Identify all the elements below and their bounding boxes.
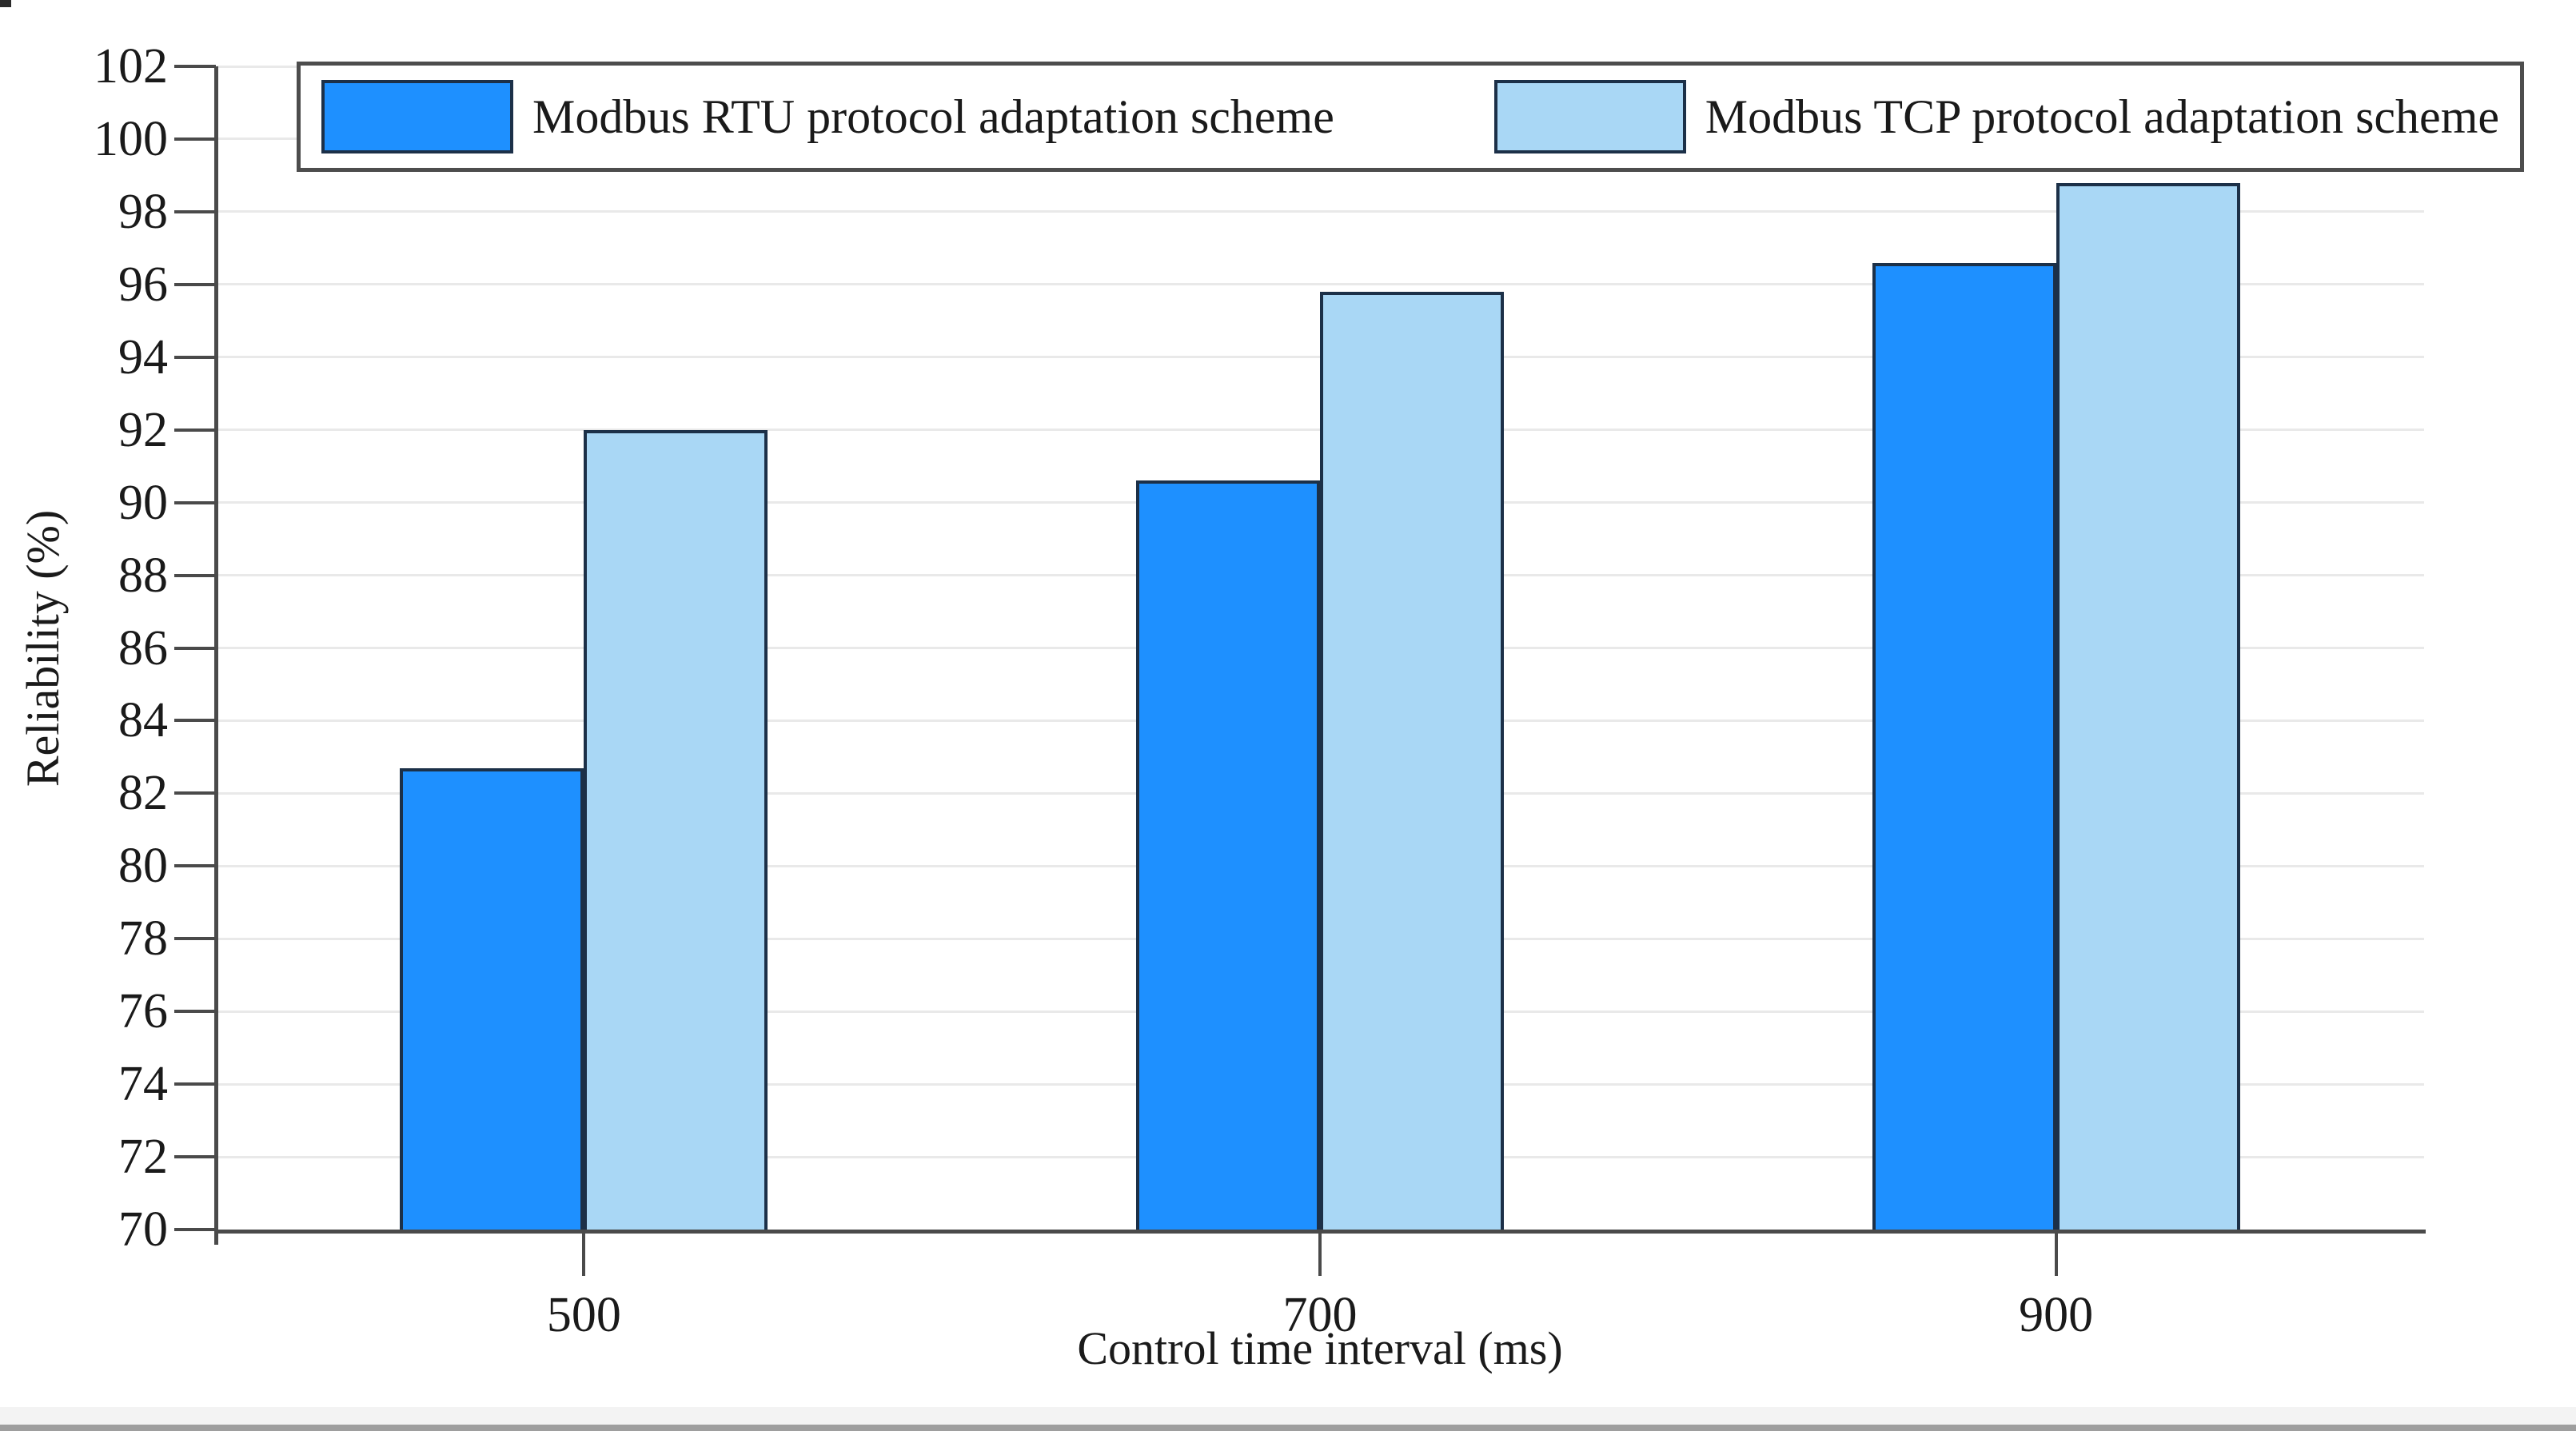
x-tick (2054, 1233, 2058, 1276)
legend-label-tcp: Modbus TCP protocol adaptation scheme (1705, 90, 2499, 143)
y-tick-label: 72 (118, 1130, 168, 1185)
y-tick (174, 282, 216, 286)
screen-corner-artifact (0, 0, 11, 7)
y-tick-label: 84 (118, 693, 168, 748)
bar-tcp-700 (1320, 291, 1505, 1233)
y-tick (174, 791, 216, 795)
y-tick-label: 102 (94, 39, 168, 94)
y-tick (174, 1155, 216, 1159)
y-tick-label: 94 (118, 329, 168, 385)
y-tick (174, 137, 216, 141)
y-tick (174, 209, 216, 213)
legend-item-rtu: Modbus RTU protocol adaptation scheme (321, 80, 1334, 153)
y-tick (174, 500, 216, 504)
legend-swatch-tcp (1493, 80, 1686, 153)
bar-rtu-500 (400, 767, 584, 1233)
x-tick-label: 900 (2019, 1288, 2094, 1342)
y-tick-label: 74 (118, 1057, 168, 1112)
y-tick (174, 646, 216, 650)
y-axis-title: Reliability (%) (17, 509, 69, 787)
legend: Modbus RTU protocol adaptation scheme Mo… (297, 62, 2524, 172)
y-tick-label: 76 (118, 984, 168, 1039)
bar-tcp-900 (2056, 182, 2240, 1233)
y-axis-line (214, 66, 218, 1245)
x-tick-label: 700 (1282, 1288, 1358, 1342)
x-axis-title: Control time interval (ms) (1077, 1322, 1563, 1374)
y-tick-label: 86 (118, 620, 168, 676)
y-tick-label: 88 (118, 548, 168, 603)
y-tick-label: 80 (118, 839, 168, 894)
y-tick (174, 719, 216, 723)
bar-rtu-700 (1135, 480, 1320, 1233)
y-tick-label: 92 (118, 402, 168, 457)
legend-swatch-rtu (321, 80, 513, 153)
x-tick (1318, 1233, 1322, 1276)
y-tick (174, 1010, 216, 1014)
y-tick-label: 100 (94, 111, 168, 166)
y-tick (174, 937, 216, 941)
bar-tcp-500 (584, 429, 768, 1233)
y-tick (174, 1082, 216, 1086)
y-tick (174, 573, 216, 577)
y-tick-label: 78 (118, 911, 168, 967)
y-tick (174, 1228, 216, 1231)
x-tick-label: 500 (546, 1288, 621, 1342)
gridline (217, 210, 2424, 213)
bottom-edge-line (0, 1425, 2576, 1431)
y-tick (174, 864, 216, 868)
legend-label-rtu: Modbus RTU protocol adaptation scheme (532, 90, 1334, 143)
y-tick (174, 65, 216, 68)
x-tick (582, 1233, 586, 1276)
y-tick (174, 428, 216, 432)
gridline (217, 283, 2424, 286)
y-tick-label: 82 (118, 766, 168, 821)
y-tick-label: 70 (118, 1202, 168, 1257)
y-tick-label: 98 (118, 184, 168, 239)
legend-item-tcp: Modbus TCP protocol adaptation scheme (1493, 80, 2499, 153)
bar-rtu-900 (1872, 262, 2056, 1233)
y-tick-label: 90 (118, 475, 168, 530)
y-tick-label: 96 (118, 257, 168, 312)
y-tick (174, 355, 216, 359)
x-axis-line (214, 1230, 2426, 1234)
